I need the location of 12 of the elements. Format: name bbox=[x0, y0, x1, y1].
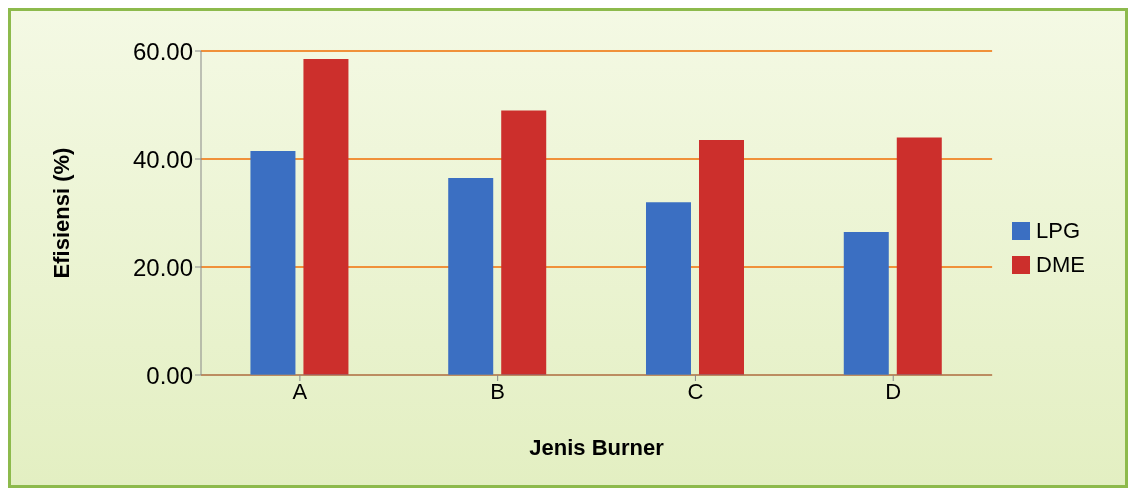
x-tick-label: A bbox=[292, 378, 308, 404]
x-tick-label: D bbox=[885, 378, 902, 404]
y-axis-title: Efisiensi (%) bbox=[48, 147, 74, 279]
y-tick-label: 40.00 bbox=[132, 145, 193, 173]
y-tick-label: 0.00 bbox=[146, 361, 193, 389]
x-tick-label: C bbox=[687, 378, 704, 404]
legend-label: LPG bbox=[1036, 218, 1081, 244]
y-tick-label: 20.00 bbox=[132, 253, 193, 281]
y-tick-label: 60.00 bbox=[132, 37, 193, 65]
x-axis-title: Jenis Burner bbox=[529, 435, 665, 460]
x-tick-label: B bbox=[490, 378, 506, 404]
legend-label: DME bbox=[1036, 252, 1085, 278]
